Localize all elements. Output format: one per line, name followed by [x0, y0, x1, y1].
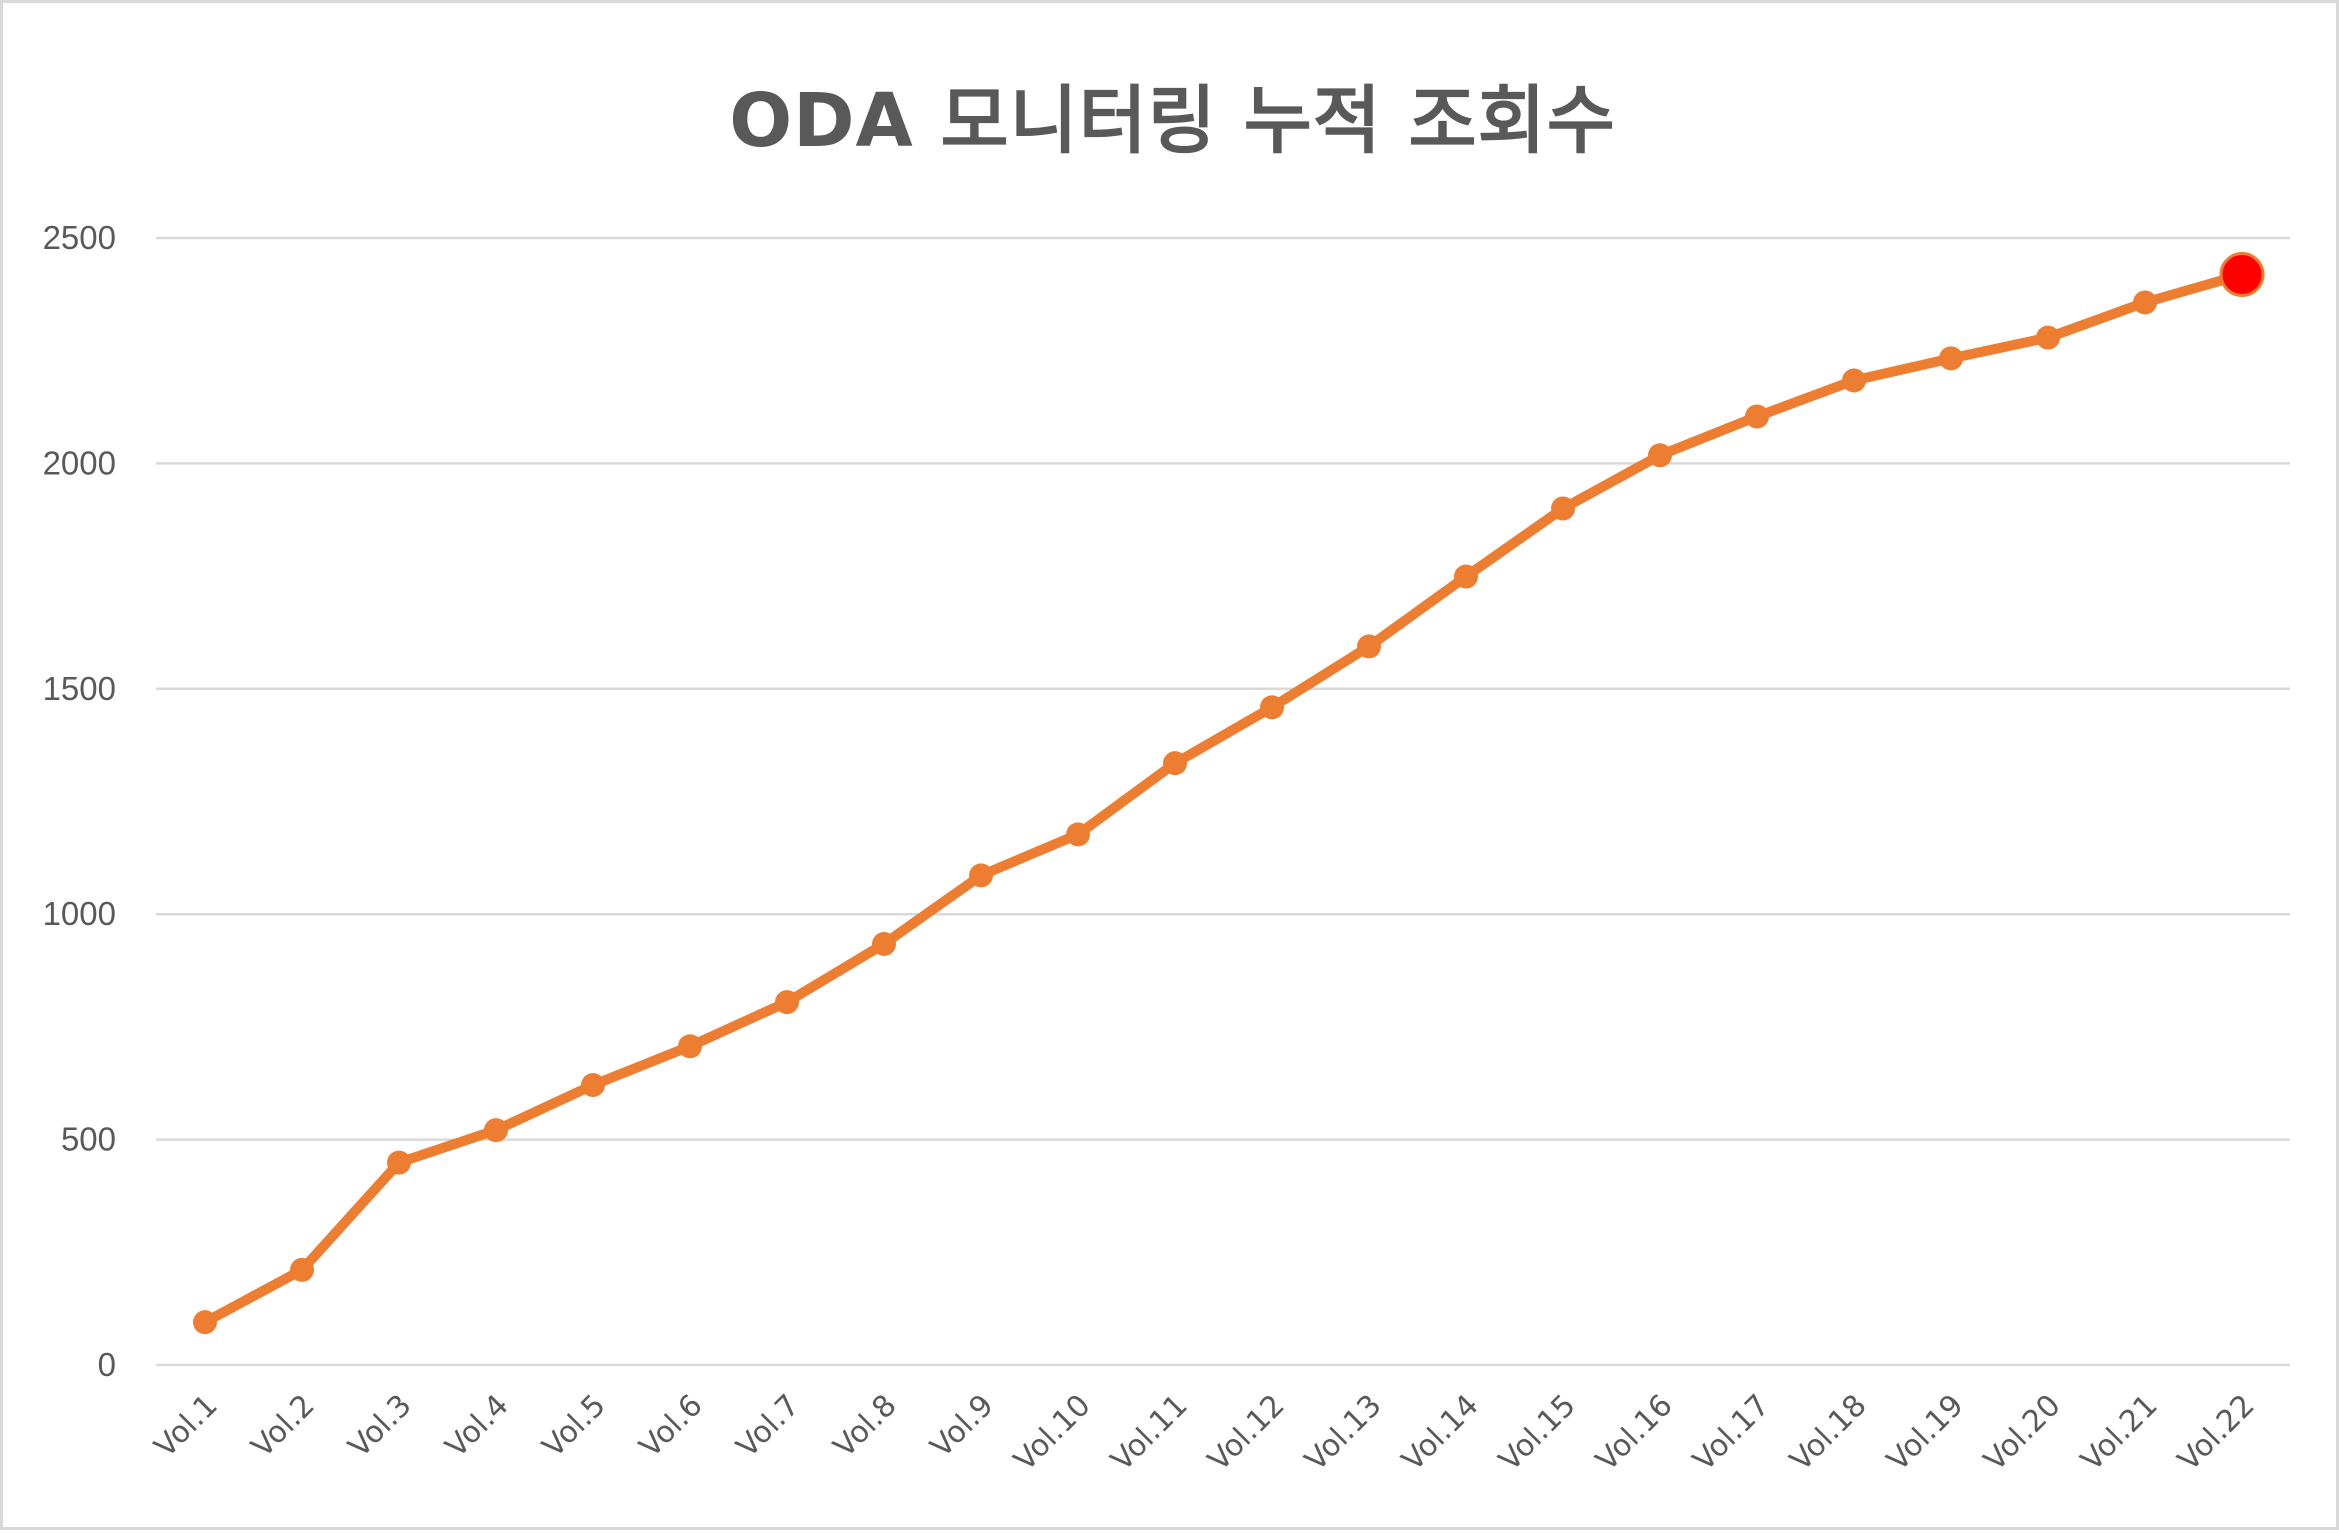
x-tick-label: Vol.3: [342, 1388, 419, 1465]
x-tick-label: Vol.6: [633, 1388, 710, 1465]
data-point[interactable]: [1745, 404, 1769, 429]
x-tick-label: Vol.12: [1201, 1388, 1291, 1478]
series-line: [200, 269, 2247, 1328]
x-tick-label: Vol.20: [1977, 1388, 2067, 1478]
y-tick-label: 1500: [43, 670, 116, 707]
data-point[interactable]: [678, 1034, 702, 1059]
data-point[interactable]: [2036, 325, 2060, 350]
data-point[interactable]: [1066, 822, 1090, 847]
data-point[interactable]: [1648, 443, 1672, 468]
x-tick-label: Vol.4: [439, 1388, 516, 1465]
data-point[interactable]: [872, 931, 896, 956]
x-tick-label: Vol.17: [1686, 1388, 1776, 1478]
x-tick-label: Vol.10: [1007, 1388, 1097, 1478]
data-point[interactable]: [1454, 564, 1478, 589]
gridlines: [156, 236, 2290, 1367]
x-tick-label: Vol.22: [2171, 1388, 2261, 1478]
data-point[interactable]: [775, 990, 799, 1015]
data-point[interactable]: [387, 1150, 411, 1175]
data-series: [193, 252, 2265, 1335]
data-point[interactable]: [1163, 751, 1187, 776]
x-tick-label: Vol.2: [245, 1388, 322, 1465]
x-tick-label: Vol.15: [1492, 1388, 1582, 1478]
data-point[interactable]: [1551, 496, 1575, 521]
y-tick-label: 500: [61, 1121, 116, 1158]
data-point[interactable]: [1260, 695, 1284, 720]
x-tick-label: Vol.21: [2074, 1388, 2164, 1478]
y-tick-label: 1000: [43, 895, 116, 932]
x-tick-label: Vol.5: [536, 1388, 613, 1465]
x-tick-label: Vol.14: [1395, 1388, 1485, 1478]
x-tick-label: Vol.19: [1880, 1388, 1970, 1478]
data-point[interactable]: [290, 1257, 314, 1282]
y-axis-labels: 0 500 1000 1500 2000 2500: [43, 219, 116, 1383]
y-tick-label: 2500: [43, 219, 116, 256]
data-point[interactable]: [1842, 368, 1866, 393]
highlight-data-point[interactable]: [2219, 252, 2265, 298]
x-tick-label: Vol.8: [827, 1388, 904, 1465]
x-tick-label: Vol.7: [730, 1388, 807, 1465]
data-point[interactable]: [2133, 290, 2157, 315]
y-tick-label: 0: [98, 1346, 116, 1383]
data-point[interactable]: [1357, 634, 1381, 659]
x-tick-label: Vol.9: [924, 1388, 1001, 1465]
x-tick-label: Vol.1: [148, 1388, 225, 1465]
y-tick-label: 2000: [43, 444, 116, 481]
data-point[interactable]: [581, 1073, 605, 1098]
x-axis-labels: Vol.1 Vol.2 Vol.3 Vol.4 Vol.5 Vol.6 Vol.7 Vol.8…: [148, 1388, 2262, 1478]
x-tick-label: Vol.13: [1298, 1388, 1388, 1478]
data-point[interactable]: [1939, 346, 1963, 371]
x-tick-label: Vol.11: [1104, 1388, 1194, 1478]
chart-title: ODA 모니터링 누적 조회수: [729, 78, 1616, 164]
data-point[interactable]: [193, 1310, 217, 1335]
x-tick-label: Vol.16: [1589, 1388, 1679, 1478]
data-point[interactable]: [969, 863, 993, 888]
x-tick-label: Vol.18: [1783, 1388, 1873, 1478]
data-point[interactable]: [484, 1118, 508, 1143]
